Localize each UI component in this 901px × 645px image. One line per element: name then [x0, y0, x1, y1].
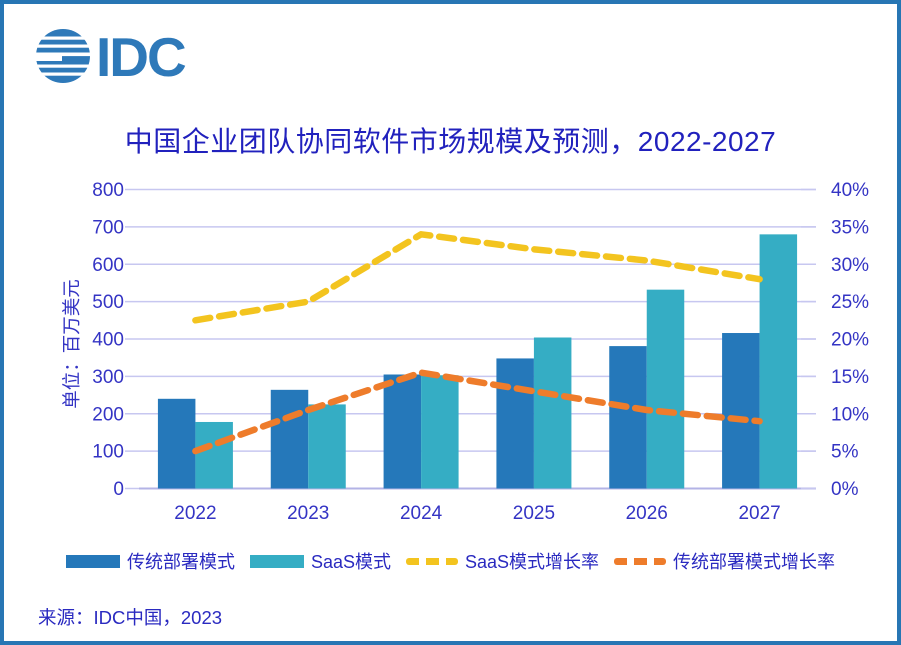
right-axis-tick-label: 10%	[831, 404, 869, 425]
chart-legend: 传统部署模式 SaaS模式 SaaS模式增长率 传统部署模式增长率	[4, 548, 897, 574]
left-axis-tick-label: 500	[92, 292, 124, 313]
legend-label: SaaS模式增长率	[465, 552, 600, 572]
legend-item-saas-bar: SaaS模式	[249, 548, 391, 574]
bar-traditional-2026	[609, 346, 647, 489]
bar-traditional-2027	[722, 333, 760, 489]
left-axis-tick-label: 0	[113, 479, 124, 500]
source-note: 来源：IDC中国，2023	[38, 607, 223, 628]
bar-saas-2023	[308, 404, 346, 489]
bar-saas-2024	[421, 375, 459, 489]
x-axis-label: 2023	[287, 503, 329, 524]
bar-traditional-2024	[383, 374, 422, 489]
chart-canvas: 0 100 200 300 400 500 600 700 800 0% 5% 10% 15% 20% 25…	[61, 180, 869, 524]
x-axis-label: 2024	[400, 503, 443, 524]
right-axis-tick-label: 0%	[831, 479, 859, 500]
right-axis-tick-label: 5%	[831, 442, 859, 463]
legend-label: 传统部署模式增长率	[673, 552, 836, 572]
legend-item-traditional-bar: 传统部署模式	[65, 548, 235, 574]
left-axis-tick-label: 800	[92, 180, 124, 201]
left-axis-tick-label: 400	[92, 330, 124, 351]
legend-swatch-traditional-bar	[65, 554, 120, 568]
left-axis-tick-label: 100	[92, 442, 124, 463]
bar-saas-2027	[759, 234, 798, 489]
bar-saas-2025	[533, 337, 572, 489]
bar-saas-2026	[646, 289, 685, 489]
logo-text: IDC	[96, 26, 186, 88]
legend-swatch-saas-bar	[249, 554, 304, 568]
left-axis-title: 单位：百万美元	[61, 279, 82, 409]
x-axis-label: 2026	[626, 503, 668, 524]
legend-swatch-saas-growth	[406, 557, 458, 565]
idc-logo: IDC	[34, 26, 188, 88]
legend-label: SaaS模式	[310, 552, 391, 572]
right-axis-tick-label: 30%	[831, 255, 869, 276]
legend-label: 传统部署模式	[126, 552, 235, 572]
legend-swatch-traditional-growth	[614, 557, 667, 565]
bar-traditional-2022	[157, 398, 196, 489]
right-axis-tick-label: 35%	[831, 217, 869, 238]
x-axis-label: 2022	[174, 503, 216, 524]
left-axis-tick-label: 600	[92, 255, 124, 276]
legend-item-traditional-growth-line: 传统部署模式增长率	[614, 548, 835, 574]
x-axis-label: 2027	[738, 503, 780, 524]
legend-item-saas-growth-line: SaaS模式增长率	[406, 548, 599, 574]
left-axis-tick-label: 700	[92, 217, 124, 238]
bar-traditional-2025	[496, 358, 534, 489]
right-axis-tick-label: 40%	[831, 180, 869, 201]
bar-saas-2022	[195, 421, 233, 489]
line-traditional-growth	[192, 369, 763, 455]
right-axis-tick-label: 15%	[831, 367, 869, 388]
right-axis-tick-label: 25%	[831, 292, 869, 313]
left-axis-tick-label: 200	[92, 404, 124, 425]
globe-icon	[34, 29, 92, 83]
line-saas-growth	[192, 231, 763, 324]
bar-traditional-2023	[270, 389, 309, 489]
x-axis-label: 2025	[513, 503, 555, 524]
right-axis-tick-label: 20%	[831, 330, 869, 351]
chart-title: 中国企业团队协同软件市场规模及预测，2022-2027	[124, 126, 777, 157]
left-axis-tick-label: 300	[92, 367, 124, 388]
